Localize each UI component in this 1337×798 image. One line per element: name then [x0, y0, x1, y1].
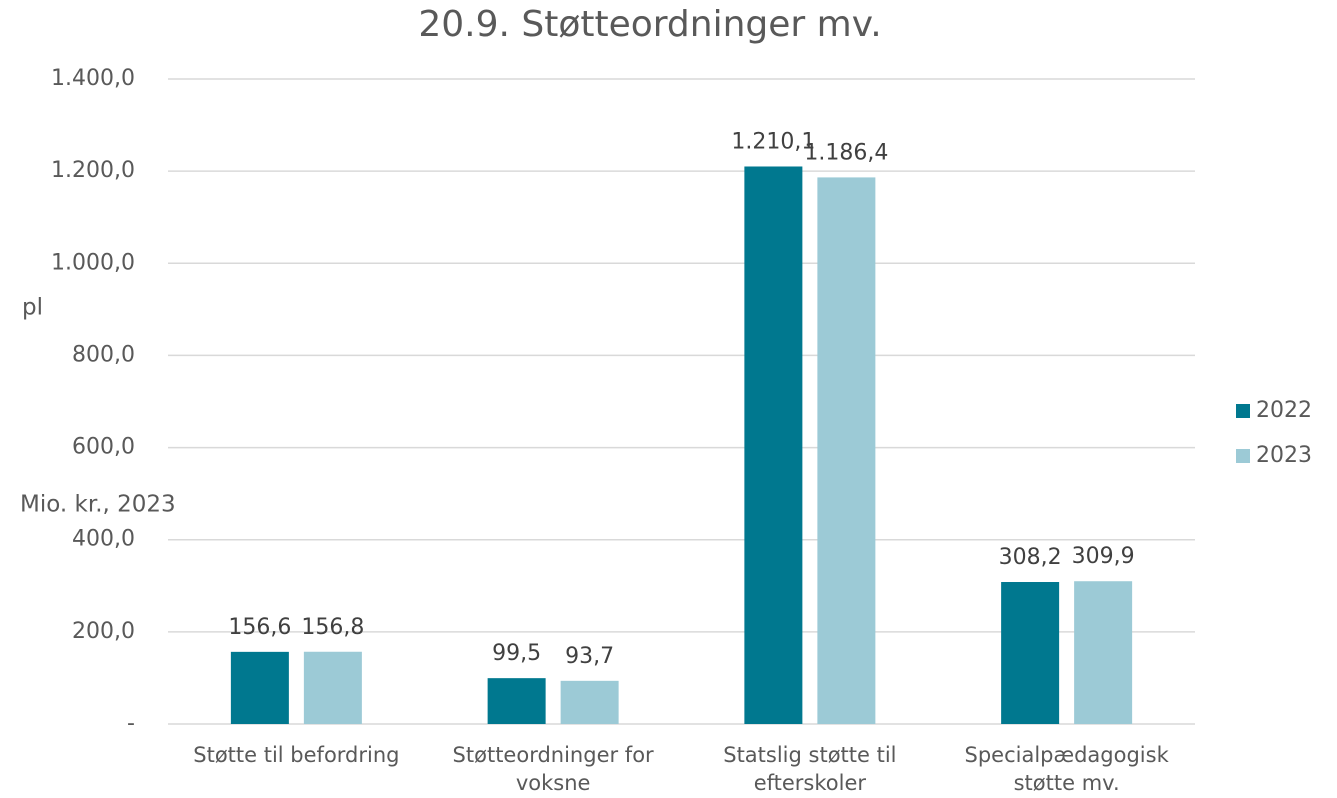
x-tick-label: Statslig støtte til efterskoler: [723, 743, 897, 795]
y-tick-label: 1.200,0: [51, 158, 135, 183]
data-label: 156,8: [301, 615, 364, 640]
data-label: 156,6: [228, 615, 291, 640]
y-tick-label: 1.400,0: [51, 66, 135, 91]
data-label: 99,5: [492, 641, 541, 666]
chart-title: 20.9. Støtteordninger mv.: [418, 4, 881, 45]
bar: [744, 166, 803, 725]
bar: [817, 177, 876, 724]
y-tick-label: 800,0: [72, 342, 135, 367]
legend-swatch: [1236, 404, 1250, 418]
x-tick-label: Specialpædagogisk støtte mv.: [964, 743, 1169, 795]
y-tick-label: 1.000,0: [51, 250, 135, 275]
y-tick-label: 200,0: [72, 619, 135, 644]
bar: [1001, 582, 1060, 724]
x-tick-label: Støtte til befordring: [193, 743, 400, 767]
y-axis-label: Mio. kr., 2023: [20, 492, 176, 518]
y-tick-label: 600,0: [72, 435, 135, 460]
y-tick-label: 400,0: [72, 527, 135, 552]
y-axis-label-suffix: pl: [22, 295, 43, 321]
data-label: 308,2: [999, 545, 1062, 570]
bar: [303, 651, 362, 724]
legend-swatch: [1236, 449, 1250, 463]
data-label: 93,7: [565, 644, 614, 669]
x-tick-label: Støtteordninger for voksne: [452, 743, 654, 795]
bar: [560, 680, 619, 724]
legend-label: 2023: [1256, 443, 1312, 468]
bar: [487, 678, 546, 724]
y-tick-label: -: [127, 711, 135, 736]
data-label: 1.210,1: [731, 129, 815, 154]
legend-label: 2022: [1256, 398, 1312, 423]
data-label: 309,9: [1072, 544, 1135, 569]
data-label: 1.186,4: [804, 140, 888, 165]
bar: [1074, 581, 1133, 724]
bar: [230, 651, 289, 724]
